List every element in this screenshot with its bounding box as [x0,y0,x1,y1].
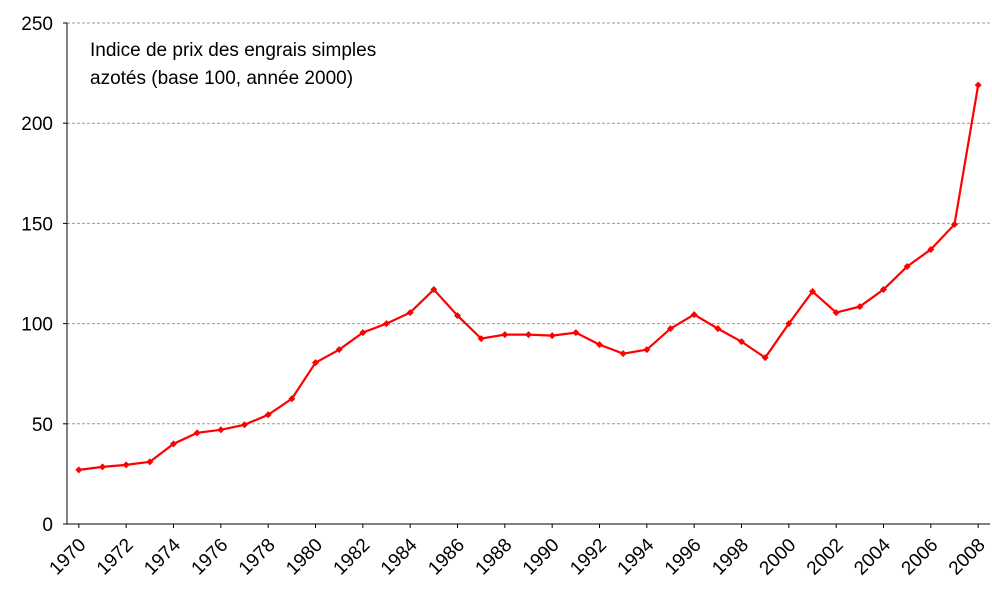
marker [264,411,272,419]
marker [761,354,769,362]
marker [667,325,674,333]
x-tick-label: 1992 [566,535,611,580]
marker [359,329,367,337]
x-tick-label: 2000 [756,535,801,580]
marker [856,303,864,311]
line [78,84,980,471]
marker [193,429,201,437]
annotation: azotés (base 100, année 2000) [90,68,353,89]
annotation: Indice de prix des engrais simples [90,40,376,61]
x-tick-label: 1996 [661,535,706,580]
marker [288,395,296,403]
marker [880,286,887,294]
marker [170,440,177,448]
marker [596,341,603,349]
marker [501,331,509,339]
x-tick-label: 1982 [330,535,375,580]
x-tick-label: 1976 [188,535,233,580]
marker [383,320,390,328]
marker [738,338,745,346]
y-tick-label: 150 [21,214,53,235]
x-tick-label: 1998 [708,535,753,580]
marker [785,320,793,328]
x-tick-label: 1972 [93,535,138,580]
marker [643,346,651,354]
marker [241,421,248,429]
marker [714,325,722,333]
x-tick-label: 1994 [614,534,659,579]
x-tick-label: 1990 [519,535,564,580]
x-tick-label: 2008 [945,535,990,580]
marker [146,458,154,466]
y-tick-label: 50 [32,415,53,436]
marker [477,335,485,343]
x-tick-label: 2006 [898,535,943,580]
marker [832,309,840,317]
marker [217,426,225,434]
x-tick-label: 1974 [140,534,185,579]
marker [809,288,816,296]
x-tick-label: 1984 [377,534,422,579]
marker [75,466,83,474]
marker [690,311,698,319]
x-tick-label: 1986 [424,535,469,580]
marker [312,359,319,367]
x-tick-label: 2004 [850,534,895,579]
marker [572,329,580,337]
x-tick-label: 2002 [803,535,848,580]
x-tick-label: 1980 [282,535,327,580]
marker [903,262,911,270]
marker [335,346,343,354]
marker [927,245,935,253]
y-tick-label: 100 [21,315,53,336]
marker [122,461,130,469]
y-tick-label: 200 [21,114,53,135]
marker [548,332,556,340]
x-tick-label: 1970 [46,535,91,580]
marker [406,309,414,317]
marker [454,312,461,320]
marker [619,350,627,358]
x-tick-label: 1988 [472,535,517,580]
marker [974,81,982,89]
y-tick-label: 250 [21,14,53,35]
y-tick-label: 0 [42,515,53,536]
marker [525,331,532,339]
x-tick-label: 1978 [235,535,280,580]
marker [430,286,438,294]
marker [99,463,106,471]
marker [951,220,958,228]
